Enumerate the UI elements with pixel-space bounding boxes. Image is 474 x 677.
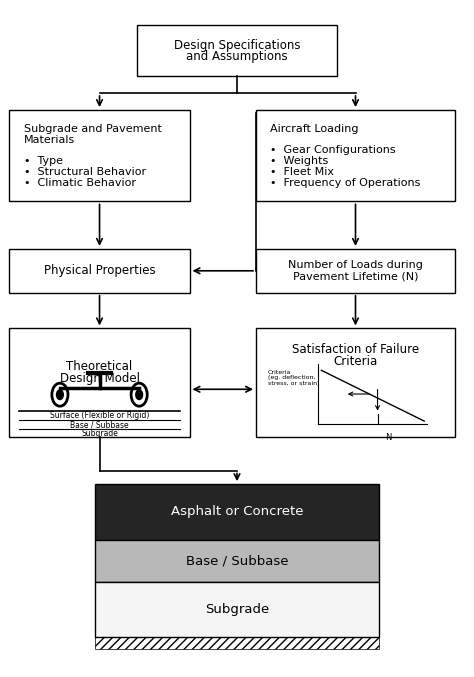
Bar (95, 637, 379, 649)
Text: Base / Subbase: Base / Subbase (70, 420, 129, 430)
Text: Physical Properties: Physical Properties (44, 264, 155, 278)
Bar (9, 328, 190, 437)
Text: •  Frequency of Operations: • Frequency of Operations (270, 177, 420, 188)
Text: Design Specifications: Design Specifications (174, 39, 300, 51)
Text: N: N (385, 433, 392, 441)
Circle shape (56, 390, 64, 399)
Text: Criteria: Criteria (333, 355, 378, 368)
Text: Aircraft Loading: Aircraft Loading (270, 124, 359, 134)
Text: Design Model: Design Model (60, 372, 139, 385)
Bar (9, 248, 190, 292)
Bar (95, 540, 379, 582)
Text: Asphalt or Concrete: Asphalt or Concrete (171, 505, 303, 519)
Text: Surface (Flexible or Rigid): Surface (Flexible or Rigid) (50, 411, 149, 420)
Text: •  Type: • Type (24, 156, 63, 166)
Bar (256, 110, 455, 201)
Text: Subgrade and Pavement: Subgrade and Pavement (24, 124, 162, 134)
Text: Base / Subbase: Base / Subbase (186, 554, 288, 567)
Text: •  Climatic Behavior: • Climatic Behavior (24, 177, 136, 188)
Text: Theoretical: Theoretical (66, 360, 133, 373)
Bar (9, 110, 190, 201)
Bar (95, 582, 379, 637)
Bar (95, 484, 379, 540)
Text: •  Weights: • Weights (270, 156, 328, 166)
Text: Satisfaction of Failure: Satisfaction of Failure (292, 343, 419, 356)
Text: •  Gear Configurations: • Gear Configurations (270, 146, 396, 155)
Bar (256, 328, 455, 437)
Circle shape (136, 390, 143, 399)
Text: Subgrade: Subgrade (205, 603, 269, 616)
Text: •  Structural Behavior: • Structural Behavior (24, 167, 146, 177)
Bar (256, 248, 455, 292)
Bar (137, 25, 337, 76)
Text: Number of Loads during: Number of Loads during (288, 261, 423, 270)
Text: Criteria
(eg. deflection,
stress, or strain): Criteria (eg. deflection, stress, or str… (268, 370, 319, 386)
Text: Materials: Materials (24, 135, 75, 144)
Text: Pavement Lifetime (N): Pavement Lifetime (N) (293, 271, 418, 281)
Text: and Assumptions: and Assumptions (186, 50, 288, 63)
Text: Subgrade: Subgrade (81, 429, 118, 438)
Text: •  Fleet Mix: • Fleet Mix (270, 167, 334, 177)
